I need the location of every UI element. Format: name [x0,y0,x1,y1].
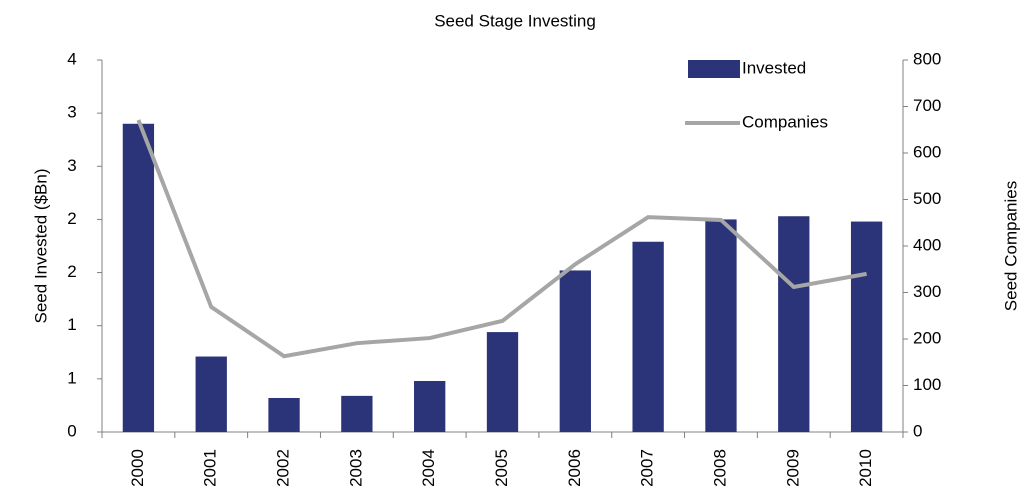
legend-swatch [688,60,740,78]
y2-tick-label: 300 [913,282,941,301]
y2-tick-label: 800 [913,49,941,68]
x-tick-label: 2007 [638,449,657,487]
legend-label: Invested [742,58,806,77]
y2-tick-label: 600 [913,142,941,161]
y-tick-label: 3 [67,156,76,175]
x-tick-label: 2001 [201,449,220,487]
x-tick-label: 2000 [128,449,147,487]
bar [705,219,737,432]
y-tick-label: 1 [67,315,76,334]
y-tick-label: 2 [67,209,76,228]
y2-tick-label: 0 [913,421,922,440]
y-tick-label: 3 [67,103,76,122]
line [136,119,867,359]
y-tick-label: 1 [67,368,76,387]
x-tick-label: 2006 [565,449,584,487]
y-axis-title: Seed Invested ($Bn) [31,169,50,324]
bar [414,380,446,432]
bar [122,123,155,433]
chart-title: Seed Stage Investing [434,11,596,30]
x-tick-label: 2010 [856,449,875,487]
y-tick-label: 2 [67,262,76,281]
x-tick-label: 2009 [783,449,802,487]
y2-axis-title: Seed Companies [1001,181,1020,311]
y-tick-label: 4 [67,49,76,68]
bar [850,221,883,432]
x-tick-label: 2004 [419,449,438,487]
bar [486,332,519,432]
y2-tick-label: 500 [913,189,941,208]
y-tick-label: 0 [67,421,76,440]
bar [559,270,591,432]
bar [341,395,373,432]
bar [778,216,810,432]
x-tick-label: 2003 [346,449,365,487]
x-tick-label: 2008 [710,449,729,487]
bar [195,356,227,432]
x-tick-label: 2002 [274,449,293,487]
y2-tick-label: 100 [913,375,941,394]
legend-label: Companies [742,112,828,131]
y2-tick-label: 200 [913,328,941,347]
bar [632,241,664,432]
bar [268,397,300,432]
x-tick-label: 2005 [492,449,511,487]
y2-tick-label: 400 [913,235,941,254]
y2-tick-label: 700 [913,96,941,115]
